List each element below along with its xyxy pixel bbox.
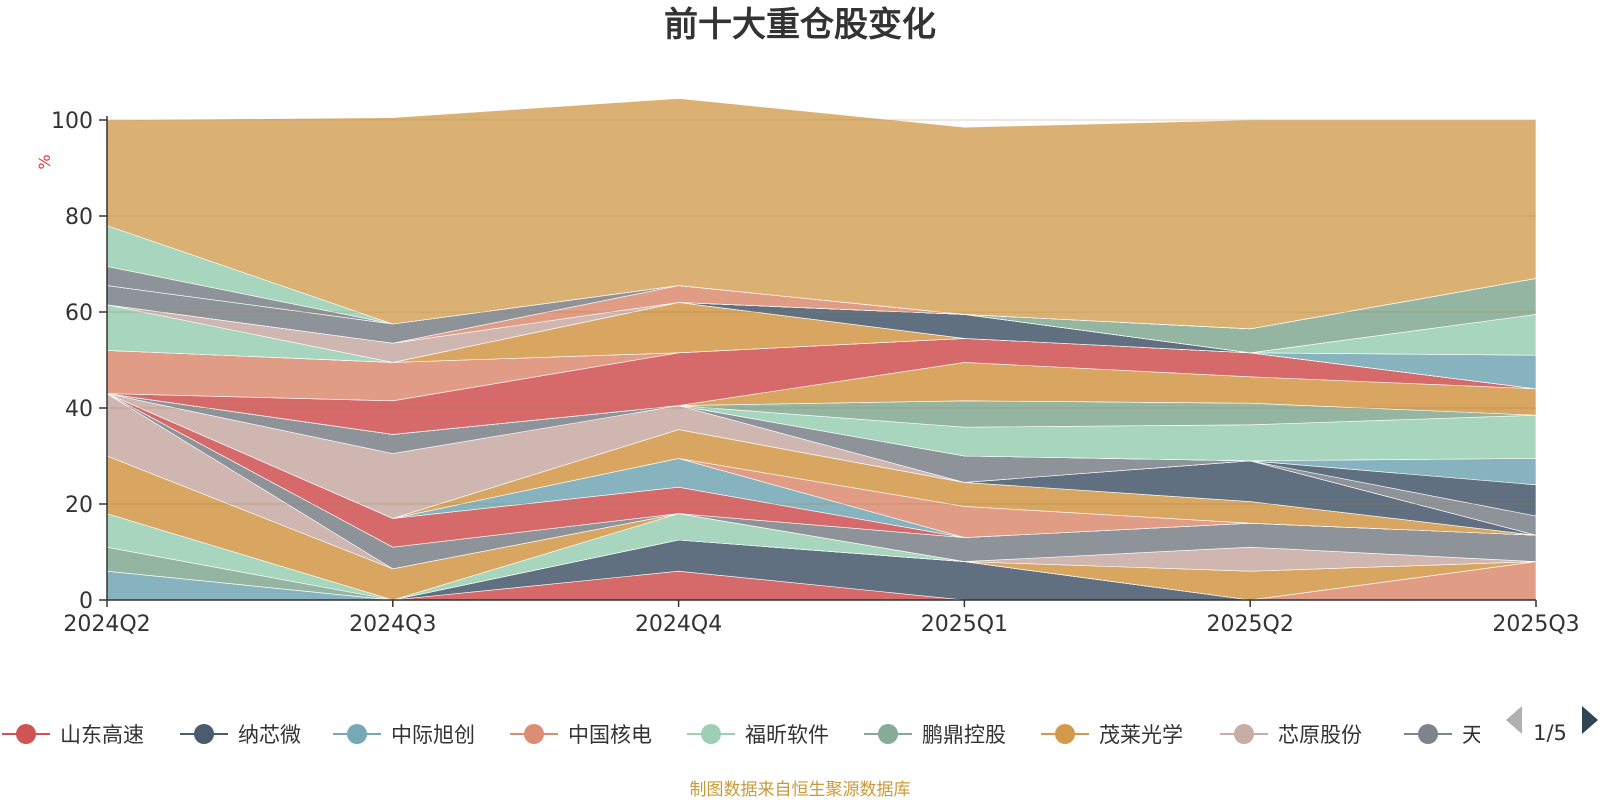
legend-label-福昕软件: 福昕软件 bbox=[745, 723, 829, 747]
legend-item-中际旭创[interactable]: 中际旭创 bbox=[333, 723, 475, 747]
legend-page-indicator: 1/5 bbox=[1533, 721, 1567, 745]
chart-title: 前十大重仓股变化 bbox=[664, 5, 936, 45]
legend-label-茂莱光学: 茂莱光学 bbox=[1099, 723, 1183, 747]
x-tick-label-2024Q2: 2024Q2 bbox=[63, 612, 150, 637]
legend-marker-icon-福昕软件 bbox=[701, 724, 721, 744]
legend-item-中国核电[interactable]: 中国核电 bbox=[510, 723, 652, 747]
y-tick-label-100: 100 bbox=[51, 109, 93, 134]
legend-label-中国核电: 中国核电 bbox=[568, 723, 652, 747]
legend-item-福昕软件[interactable]: 福昕软件 bbox=[687, 723, 829, 747]
y-ticks: 0 20 40 60 80 100 bbox=[51, 109, 107, 614]
legend-marker-icon-天岳先进 bbox=[1418, 724, 1438, 744]
legend-item-鹏鼎控股[interactable]: 鹏鼎控股 bbox=[864, 723, 1006, 747]
x-ticks: 2024Q2 2024Q3 2024Q4 2025Q1 2025Q2 2025Q3 bbox=[63, 600, 1580, 637]
legend-item-山东高速[interactable]: 山东高速 bbox=[2, 723, 144, 747]
y-tick-label-60: 60 bbox=[65, 301, 93, 326]
legend-marker-icon-芯原股份 bbox=[1234, 724, 1254, 744]
legend-marker-icon-纳芯微 bbox=[194, 724, 214, 744]
legend-item-茂莱光学[interactable]: 茂莱光学 bbox=[1041, 723, 1183, 747]
y-axis-unit-label: % bbox=[35, 154, 54, 169]
x-tick-label-2025Q1: 2025Q1 bbox=[921, 612, 1008, 637]
legend-label-纳芯微: 纳芯微 bbox=[238, 723, 301, 747]
legend-item-天岳先进[interactable]: 天岳先进 bbox=[1404, 723, 1546, 747]
legend-next-page-icon[interactable] bbox=[1582, 706, 1598, 734]
plot-areas bbox=[106, 98, 1537, 601]
x-tick-label-2025Q2: 2025Q2 bbox=[1207, 612, 1294, 637]
legend: 山东高速 纳芯微 中际旭创 中国核电 福昕软件 鹏鼎控股 茂莱光学 芯原股份 天岳先进 bbox=[2, 723, 1546, 747]
legend-marker-icon-山东高速 bbox=[16, 724, 36, 744]
area-band-34-其他 bbox=[106, 98, 1537, 330]
legend-marker-icon-鹏鼎控股 bbox=[878, 724, 898, 744]
legend-label-芯原股份: 芯原股份 bbox=[1278, 723, 1362, 747]
x-tick-label-2025Q3: 2025Q3 bbox=[1492, 612, 1579, 637]
y-tick-label-40: 40 bbox=[65, 397, 93, 422]
y-tick-label-20: 20 bbox=[65, 493, 93, 518]
legend-marker-icon-中国核电 bbox=[524, 724, 544, 744]
legend-prev-page-icon[interactable] bbox=[1506, 706, 1522, 734]
legend-item-芯原股份[interactable]: 芯原股份 bbox=[1220, 723, 1362, 747]
legend-marker-icon-茂莱光学 bbox=[1055, 724, 1075, 744]
y-tick-label-0: 0 bbox=[79, 589, 93, 614]
x-tick-label-2024Q4: 2024Q4 bbox=[635, 612, 722, 637]
data-source-note: 制图数据来自恒生聚源数据库 bbox=[690, 780, 911, 800]
y-tick-label-80: 80 bbox=[65, 205, 93, 230]
x-tick-label-2024Q3: 2024Q3 bbox=[349, 612, 436, 637]
legend-item-纳芯微[interactable]: 纳芯微 bbox=[180, 723, 301, 747]
axes bbox=[106, 116, 1536, 601]
legend-marker-icon-中际旭创 bbox=[347, 724, 367, 744]
legend-pager: 1/5 bbox=[1506, 706, 1598, 745]
legend-label-中际旭创: 中际旭创 bbox=[391, 723, 475, 747]
legend-label-鹏鼎控股: 鹏鼎控股 bbox=[922, 723, 1006, 747]
legend-label-山东高速: 山东高速 bbox=[60, 723, 144, 747]
legend-label-天岳先进: 天岳先进 bbox=[1462, 723, 1546, 747]
grid-lines bbox=[107, 119, 1536, 505]
